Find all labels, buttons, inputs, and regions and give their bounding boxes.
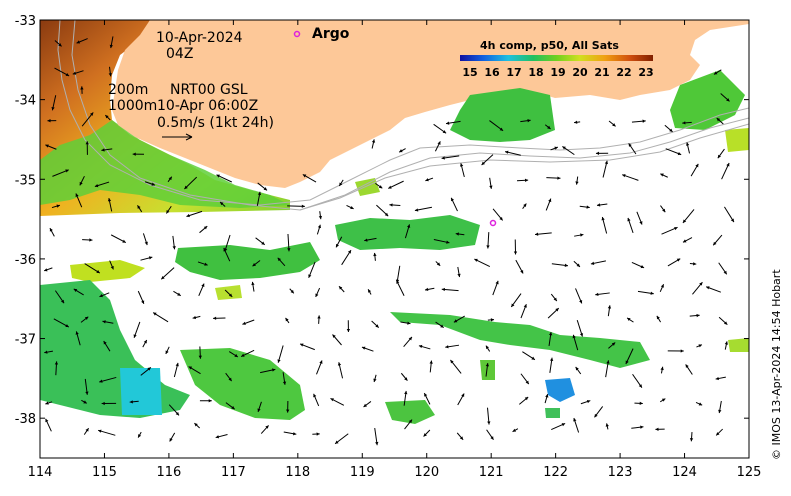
x-tick-label: 118 (285, 465, 310, 480)
colorbar-tick-label: 18 (528, 66, 543, 79)
x-tick-label: 124 (672, 465, 697, 480)
x-tick-label: 125 (737, 465, 762, 480)
y-tick-label: -38 (15, 412, 36, 427)
x-tick-label: 123 (608, 465, 633, 480)
x-tick-label: 121 (479, 465, 504, 480)
x-tick-label: 122 (543, 465, 568, 480)
credit-label: © IMOS 13-Apr-2024 14:54 Hobart (770, 269, 783, 460)
colorbar-tick-label: 22 (616, 66, 631, 79)
contour-label-200m: 200m (108, 82, 148, 98)
scale-label: 0.5m/s (1kt 24h) (157, 115, 274, 131)
date-label: 10-Apr-2024 (156, 30, 243, 46)
x-tick-label: 117 (221, 465, 246, 480)
colorbar-tick-label: 21 (594, 66, 609, 79)
colorbar-tick-label: 15 (462, 66, 477, 79)
colorbar (460, 55, 653, 61)
colorbar-tick-label: 19 (550, 66, 565, 79)
colorbar-title: 4h comp, p50, All Sats (480, 39, 619, 52)
x-tick-label: 120 (414, 465, 439, 480)
x-tick-label: 119 (350, 465, 375, 480)
colorbar-tick-label: 17 (506, 66, 521, 79)
x-tick-label: 116 (156, 465, 181, 480)
y-tick-label: -35 (15, 173, 36, 188)
y-tick-label: -33 (15, 14, 36, 29)
colorbar-tick-label: 20 (572, 66, 588, 79)
argo-label: Argo (312, 26, 350, 42)
y-tick-label: -36 (15, 253, 36, 268)
colorbar-ticks: 15 16 17 18 19 20 21 22 23 (462, 66, 653, 79)
time-label: 04Z (166, 46, 193, 62)
x-tick-label: 114 (28, 465, 53, 480)
colorbar-tick-label: 23 (638, 66, 653, 79)
x-tick-label: 115 (92, 465, 117, 480)
contour-label-1000m: 1000m (108, 98, 157, 114)
y-tick-label: -37 (15, 333, 36, 348)
y-tick-label: -34 (15, 94, 36, 109)
model-time-label: 10-Apr 06:00Z (157, 98, 258, 114)
colorbar-tick-label: 16 (484, 66, 500, 79)
model-label: NRT00 GSL (170, 82, 248, 98)
